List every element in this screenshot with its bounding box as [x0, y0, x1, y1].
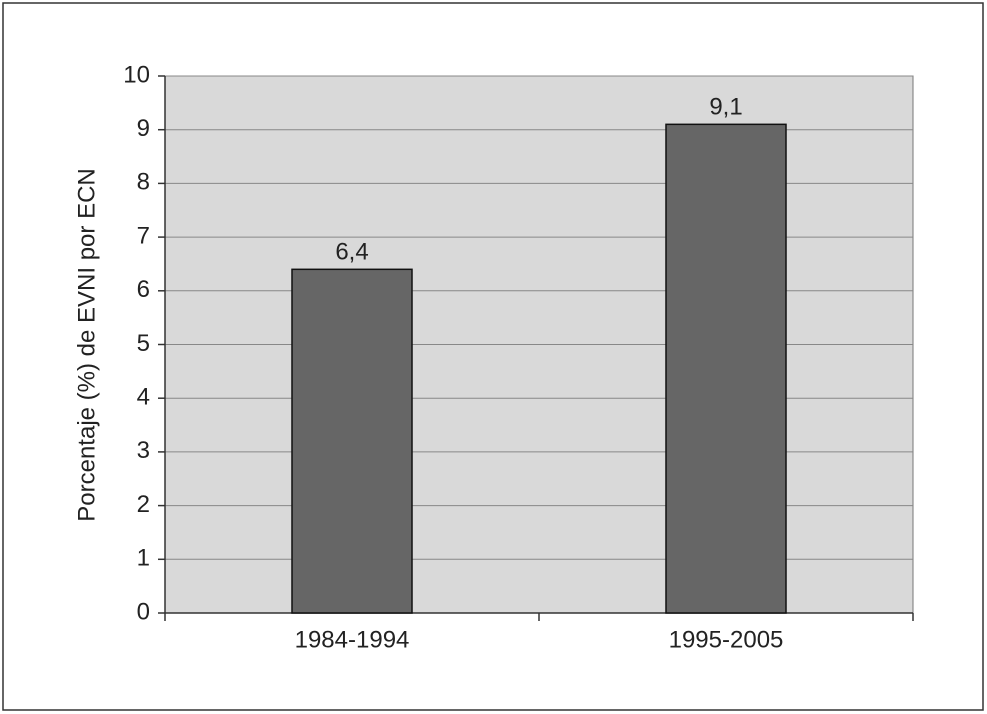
y-tick-label: 1 — [137, 545, 150, 572]
y-tick-label: 6 — [137, 276, 150, 303]
y-tick-label: 3 — [137, 437, 150, 464]
bar — [291, 268, 413, 614]
y-axis-label: Porcentaje (%) de EVNI por ECN — [73, 168, 100, 521]
value-label: 6,4 — [335, 239, 368, 266]
y-tick-label: 9 — [137, 115, 150, 142]
y-tick-label: 8 — [137, 169, 150, 196]
y-tick-label: 2 — [137, 491, 150, 518]
y-tick-label: 0 — [137, 598, 150, 625]
y-tick-label: 10 — [123, 61, 150, 88]
x-tick-label: 1984-1994 — [295, 626, 410, 653]
bar — [665, 123, 787, 614]
y-tick-label: 7 — [137, 222, 150, 249]
x-tick-label: 1995-2005 — [669, 626, 784, 653]
value-label: 9,1 — [709, 94, 742, 121]
y-tick-label: 5 — [137, 330, 150, 357]
y-tick-label: 4 — [137, 384, 150, 411]
